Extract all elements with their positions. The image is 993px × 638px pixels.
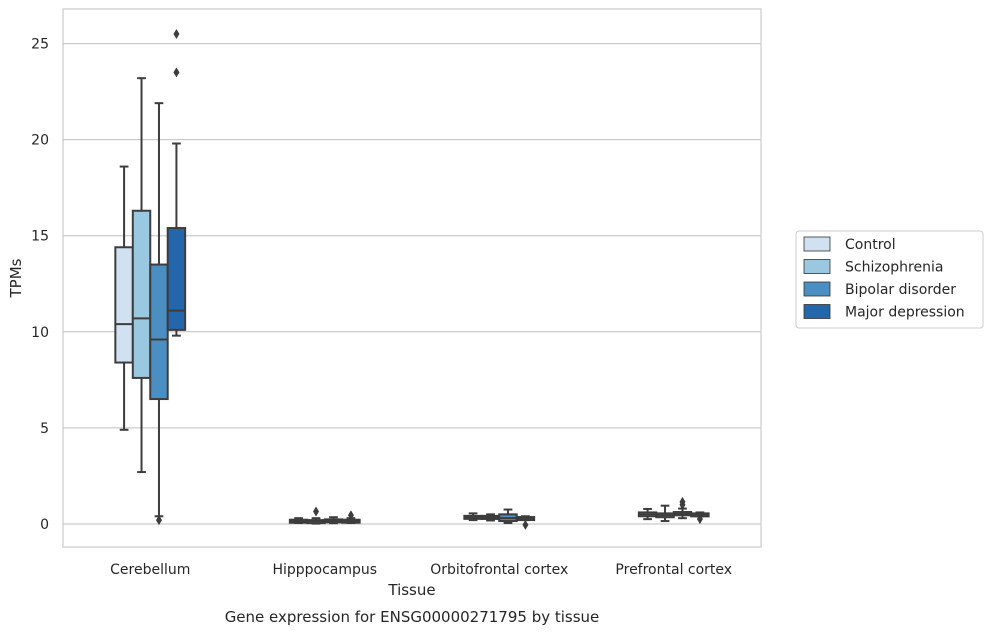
legend-label: Schizophrenia: [845, 260, 943, 276]
box: [463, 512, 483, 522]
chart-caption: Gene expression for ENSG00000271795 by t…: [225, 608, 600, 626]
box: [149, 102, 169, 526]
box: [114, 165, 134, 431]
y-tick-label: 5: [40, 421, 49, 437]
outlier-point: [696, 514, 703, 525]
box-body: [166, 227, 187, 331]
legend-swatch: [803, 259, 831, 274]
y-tick-label: 0: [40, 517, 49, 533]
y-axis-label: TPMs: [7, 258, 25, 298]
legend-label: Control: [845, 237, 896, 253]
box: [131, 77, 152, 474]
outlier-point: [679, 496, 686, 507]
outlier-point: [173, 28, 180, 39]
legend: Control Schizophrenia Bipolar disorder Majo…: [795, 230, 984, 329]
box: [166, 28, 187, 337]
box-body: [149, 263, 169, 401]
y-tick-label: 25: [31, 37, 49, 53]
legend-items: Control Schizophrenia Bipolar disorder Majo…: [803, 236, 965, 321]
legend-swatch: [803, 304, 831, 319]
y-tick-labels: 0 5 10 15 20 25: [31, 37, 49, 533]
legend-label: Bipolar disorder: [845, 282, 956, 298]
x-tick-label: Prefrontal cortex: [615, 562, 732, 578]
x-tick-label: Cerebellum: [110, 562, 190, 578]
legend-swatch: [803, 281, 831, 297]
x-tick-label: Hipppocampus: [272, 562, 377, 578]
box: [498, 508, 518, 524]
box: [637, 507, 658, 521]
box: [480, 513, 501, 522]
legend-label: Major depression: [845, 305, 965, 321]
outlier-point: [522, 519, 529, 530]
x-tick-label: Orbitofrontal cortex: [430, 562, 568, 578]
box: [690, 511, 710, 525]
box: [323, 516, 344, 525]
legend-swatch: [803, 236, 831, 252]
x-axis-label: Tissue: [387, 581, 435, 599]
box-body: [114, 246, 134, 364]
box-body: [131, 209, 152, 379]
plot-area-frame: [62, 8, 762, 548]
outlier-point: [173, 67, 180, 78]
legend-frame: [795, 230, 984, 329]
y-tick-label: 15: [31, 229, 49, 245]
box-layer: [114, 28, 710, 530]
outlier-point: [347, 510, 354, 521]
outlier-point: [313, 506, 320, 517]
box: [515, 515, 536, 530]
box: [306, 506, 326, 525]
outlier-point: [155, 515, 162, 526]
box: [672, 496, 693, 520]
box: [341, 510, 361, 524]
y-tick-label: 10: [31, 325, 49, 341]
box: [655, 504, 675, 523]
x-tick-labels: Cerebellum Hipppocampus Orbitofrontal cort…: [110, 562, 732, 578]
box: [288, 517, 309, 524]
y-tick-label: 20: [31, 133, 49, 149]
